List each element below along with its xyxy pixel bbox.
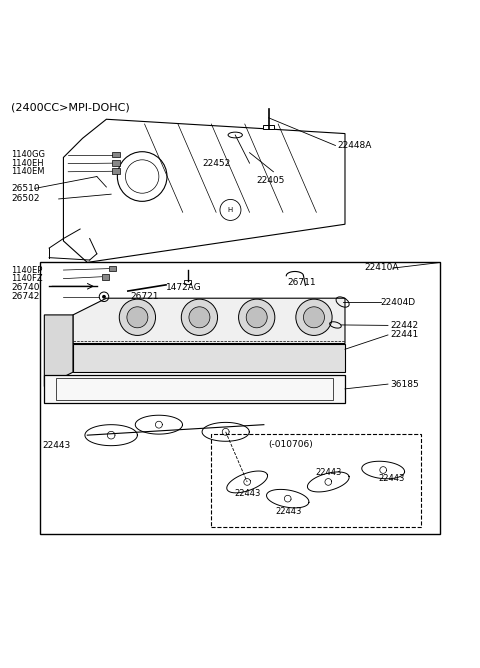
Bar [109,266,116,271]
Text: 26740: 26740 [11,283,39,292]
Text: 22443: 22443 [315,468,342,477]
Text: 1472AG: 1472AG [166,283,202,292]
Circle shape [181,299,217,335]
Text: 22452: 22452 [202,159,230,168]
Text: 26711: 26711 [288,278,316,287]
Circle shape [296,299,332,335]
Text: 26721: 26721 [130,293,159,301]
Bar [112,152,120,158]
Polygon shape [73,298,345,343]
Text: 22443: 22443 [276,507,302,516]
Bar [184,280,192,284]
Circle shape [246,307,267,328]
Text: 1140EM: 1140EM [11,167,45,176]
Circle shape [189,307,210,328]
Text: 1140GG: 1140GG [11,150,45,159]
Polygon shape [44,375,345,403]
Bar [39,263,441,534]
Text: 22443: 22443 [234,490,261,498]
Text: 26502: 26502 [11,194,39,204]
Circle shape [239,299,275,335]
Text: 22441: 22441 [390,331,419,339]
Circle shape [127,307,148,328]
Bar [102,274,109,280]
Text: 26742: 26742 [11,293,39,301]
Text: 22443: 22443 [378,474,405,482]
Text: 1140EP: 1140EP [11,266,42,275]
Circle shape [303,307,324,328]
Bar [112,168,120,174]
Text: 22410A: 22410A [364,263,398,272]
Text: 22404D: 22404D [381,297,416,307]
Text: (-010706): (-010706) [269,440,313,449]
Text: 22448A: 22448A [338,141,372,150]
Text: (2400CC>MPI-DOHC): (2400CC>MPI-DOHC) [11,102,130,112]
Text: 1140EH: 1140EH [11,159,44,168]
Polygon shape [44,315,73,387]
Circle shape [102,295,106,299]
Text: 22442: 22442 [390,321,419,330]
Bar [112,160,120,166]
Text: 26510: 26510 [11,184,39,193]
Text: 22405: 22405 [257,176,285,185]
Text: 22443: 22443 [42,441,70,450]
Text: 1140FZ: 1140FZ [11,274,43,283]
Bar [263,125,275,129]
Text: 36185: 36185 [390,379,419,389]
Polygon shape [73,343,345,372]
Text: H: H [228,207,233,213]
Circle shape [119,299,156,335]
Bar [211,434,421,527]
